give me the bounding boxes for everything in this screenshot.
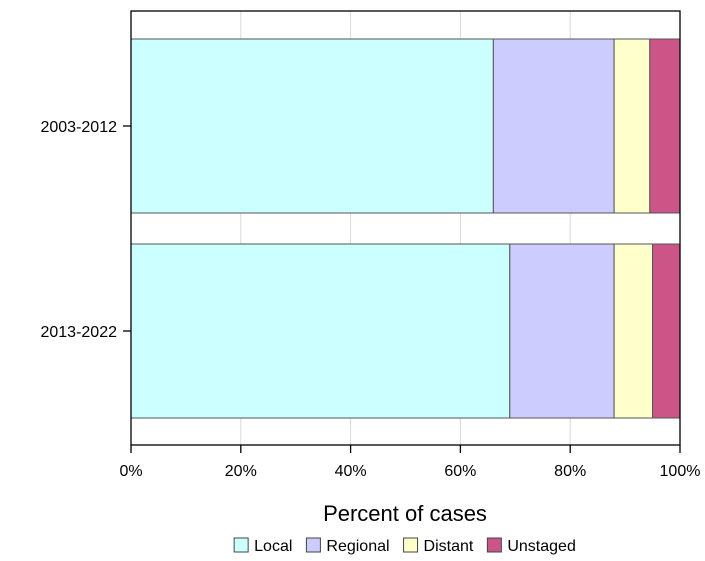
bar-segment-distant (613, 243, 654, 419)
bar-segment-unstaged (649, 38, 681, 214)
legend-label-distant: Distant (424, 538, 474, 555)
legend-swatch-local (233, 537, 249, 553)
x-tick-label: 80% (554, 463, 586, 480)
legend: Local Regional Distant Unstaged (233, 537, 576, 555)
x-tick-label: 0% (119, 463, 142, 480)
bar-segment-regional (509, 243, 615, 419)
x-tick-label: 40% (335, 463, 367, 480)
bars-layer (130, 38, 681, 419)
y-axis: 2003-2012 2013-2022 (40, 119, 131, 341)
bar-segment-distant (613, 38, 651, 214)
legend-swatch-distant (403, 537, 419, 553)
x-axis: 0% 20% 40% 60% 80% 100% (119, 445, 700, 480)
bar-segment-unstaged (652, 243, 681, 419)
x-tick-label: 100% (660, 463, 701, 480)
x-axis-title: Percent of cases (323, 501, 487, 526)
legend-label-local: Local (254, 538, 292, 555)
bar-segment-local (130, 38, 494, 214)
bar-segment-regional (492, 38, 615, 214)
legend-swatch-unstaged (486, 537, 502, 553)
bar-segment-local (130, 243, 511, 419)
legend-label-unstaged: Unstaged (507, 538, 576, 555)
legend-swatch-regional (305, 537, 321, 553)
plot-frame (130, 10, 681, 446)
x-tick-label: 20% (225, 463, 257, 480)
legend-label-regional: Regional (326, 538, 389, 555)
x-tick-label: 60% (444, 463, 476, 480)
y-tick-label: 2003-2012 (40, 119, 117, 136)
y-tick-label: 2013-2022 (40, 324, 117, 341)
